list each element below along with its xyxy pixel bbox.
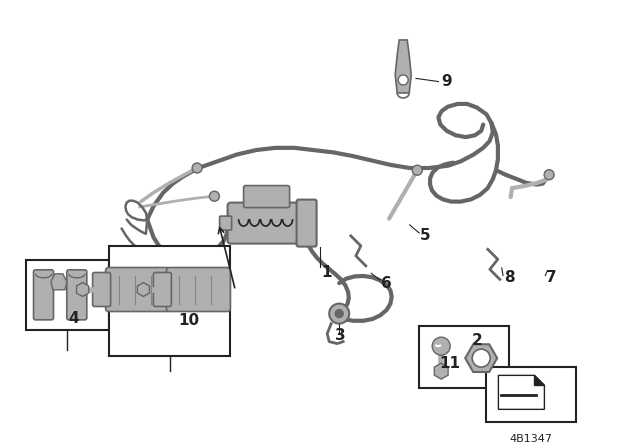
Text: 4: 4 — [68, 310, 79, 326]
FancyBboxPatch shape — [244, 185, 289, 207]
Text: 9: 9 — [442, 74, 452, 89]
Text: 1: 1 — [321, 265, 332, 280]
Polygon shape — [396, 40, 412, 93]
FancyBboxPatch shape — [33, 270, 54, 320]
Polygon shape — [465, 344, 497, 372]
FancyBboxPatch shape — [228, 202, 303, 244]
Text: 10: 10 — [178, 313, 200, 328]
Bar — [26, 260, 109, 330]
Text: 6: 6 — [381, 276, 392, 291]
Polygon shape — [77, 283, 89, 297]
FancyBboxPatch shape — [296, 200, 317, 246]
Text: 11: 11 — [440, 356, 460, 371]
Polygon shape — [435, 363, 448, 379]
FancyBboxPatch shape — [154, 272, 172, 306]
FancyBboxPatch shape — [106, 267, 170, 311]
Circle shape — [335, 310, 343, 318]
Text: 4B1347: 4B1347 — [510, 435, 553, 444]
Circle shape — [329, 304, 349, 323]
Circle shape — [398, 75, 408, 85]
Circle shape — [432, 337, 450, 355]
Bar — [486, 367, 577, 422]
Text: 7: 7 — [547, 270, 557, 285]
Text: 2: 2 — [472, 333, 482, 348]
FancyBboxPatch shape — [93, 272, 111, 306]
Text: 3: 3 — [335, 327, 346, 343]
Polygon shape — [534, 375, 545, 385]
Circle shape — [412, 165, 422, 175]
Text: 5: 5 — [420, 228, 431, 243]
Circle shape — [209, 191, 220, 201]
Text: 8: 8 — [504, 270, 515, 285]
Polygon shape — [138, 283, 150, 297]
FancyBboxPatch shape — [220, 216, 232, 230]
Polygon shape — [499, 375, 545, 409]
Circle shape — [192, 163, 202, 173]
FancyBboxPatch shape — [67, 270, 87, 320]
Bar — [419, 326, 509, 388]
Circle shape — [472, 349, 490, 367]
Circle shape — [544, 170, 554, 180]
FancyBboxPatch shape — [166, 267, 230, 311]
Bar — [109, 246, 230, 356]
Polygon shape — [51, 274, 67, 290]
